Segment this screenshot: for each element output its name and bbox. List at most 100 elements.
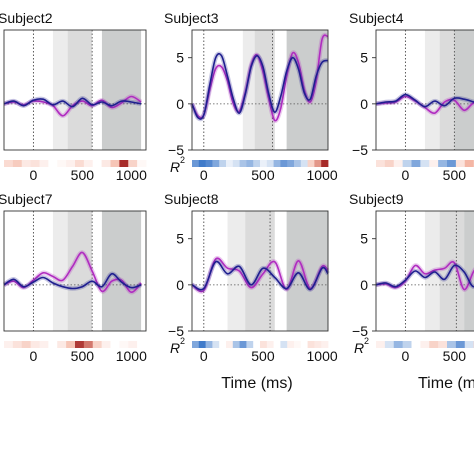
- y-tick-label: 5: [360, 231, 368, 247]
- r2-cell: [239, 341, 247, 348]
- r2-label: R: [354, 340, 364, 356]
- r2-cell: [300, 341, 308, 348]
- r2-cell: [455, 160, 466, 167]
- shaded-window: [67, 211, 93, 331]
- shaded-window: [101, 30, 142, 150]
- r2-cell: [30, 160, 40, 167]
- r2-cell: [273, 160, 281, 167]
- evoked-response-a: [191, 52, 329, 120]
- x-tick-label: 500: [251, 348, 275, 364]
- r2-cell: [110, 341, 120, 348]
- evoked-response-a: [375, 93, 474, 108]
- subplot-title: Subject8: [164, 191, 219, 207]
- r2-cell: [294, 160, 302, 167]
- r2-cell: [12, 341, 23, 348]
- r2-cell: [411, 160, 421, 167]
- plot-frame: [3, 29, 147, 151]
- r2-cell: [307, 341, 315, 348]
- evoked-response-a: [3, 272, 142, 290]
- r2-cell: [48, 160, 58, 167]
- evoked-response-a: [375, 264, 474, 288]
- r2-cell: [66, 160, 76, 167]
- r2-cell: [402, 341, 412, 348]
- r2-cell: [411, 341, 421, 348]
- r2-cell: [212, 341, 220, 348]
- r2-cell: [192, 160, 200, 167]
- r2-cell: [137, 160, 147, 167]
- r2-cell: [30, 341, 40, 348]
- r2-cell: [21, 341, 32, 348]
- y-tick-label: 5: [360, 50, 368, 66]
- r2-cell: [294, 341, 302, 348]
- y-tick-label: 0: [360, 277, 368, 293]
- y-tick-label: −5: [352, 323, 368, 339]
- r2-cell: [420, 341, 430, 348]
- r2-cell: [376, 160, 386, 167]
- r2-cell: [420, 160, 430, 167]
- r2-cell: [128, 160, 138, 167]
- x-tick-label: 0: [200, 348, 208, 364]
- shaded-window: [286, 30, 328, 150]
- r2-cell: [280, 341, 288, 348]
- subplot-title: Subject7: [0, 191, 53, 207]
- x-tick-label: 0: [401, 167, 409, 183]
- r2-cell: [464, 341, 474, 348]
- plot-frame: [375, 210, 474, 332]
- y-tick-label: −5: [168, 323, 184, 339]
- x-tick-label: 0: [401, 348, 409, 364]
- r2-cell: [57, 160, 67, 167]
- subplot-subject8: Subject8 −5 0 5 R 2 0 500 1000: [164, 191, 338, 364]
- shaded-window: [227, 211, 246, 331]
- evoked-response-b: [375, 261, 474, 291]
- evoked-response-b: [375, 95, 474, 114]
- r2-cell: [57, 341, 67, 348]
- r2-cell: [376, 341, 386, 348]
- r2-label: R: [170, 159, 180, 175]
- x-tick-label: 0: [29, 167, 37, 183]
- y-tick-label: 0: [360, 96, 368, 112]
- r2-cell: [226, 160, 234, 167]
- r2-cell: [321, 341, 329, 348]
- r2-cell: [266, 160, 274, 167]
- r2-cell: [92, 341, 103, 348]
- x-tick-label: 1000: [116, 348, 147, 364]
- x-tick-label: 500: [443, 167, 467, 183]
- shaded-window: [67, 30, 93, 150]
- r2-cell: [12, 160, 23, 167]
- evoked-response-b: [191, 34, 329, 122]
- shaded-window: [439, 30, 455, 150]
- r2-cell: [266, 341, 274, 348]
- plot-frame: [191, 29, 329, 151]
- r2-cell: [119, 341, 129, 348]
- r2-cell: [321, 160, 329, 167]
- r2-cell: [429, 160, 439, 167]
- x-tick-label: 500: [71, 167, 95, 183]
- r2-cell: [447, 341, 457, 348]
- r2-cell: [83, 341, 94, 348]
- shaded-window: [52, 30, 68, 150]
- r2-cell: [447, 160, 457, 167]
- r2-cell: [219, 341, 227, 348]
- evoked-response-a: [3, 97, 142, 108]
- y-tick-label: 5: [176, 231, 184, 247]
- x-tick-label: 0: [200, 167, 208, 183]
- r2-cell: [464, 160, 474, 167]
- r2-cell: [205, 160, 213, 167]
- r2-cell: [273, 341, 281, 348]
- r2-cell: [260, 341, 268, 348]
- r2-cell: [21, 160, 32, 167]
- x-tick-label: 1000: [307, 167, 338, 183]
- shaded-window: [101, 211, 142, 331]
- subplot-title: Subject2: [0, 10, 53, 26]
- r2-cell: [438, 160, 448, 167]
- r2-cell: [280, 160, 288, 167]
- r2-cell: [246, 160, 254, 167]
- r2-cell: [239, 160, 247, 167]
- plot-frame: [3, 210, 147, 332]
- r2-cell: [300, 160, 308, 167]
- r2-exponent: 2: [364, 336, 369, 346]
- x-tick-label: 0: [29, 348, 37, 364]
- x-axis-label-right: Time (ms): [418, 375, 474, 392]
